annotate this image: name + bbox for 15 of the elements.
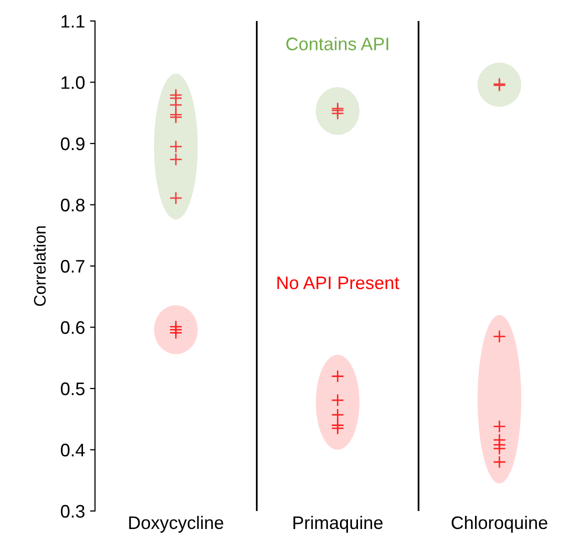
y-tick-label: 0.7 bbox=[60, 260, 84, 273]
y-axis-title: Correlation bbox=[34, 226, 46, 306]
annotation: Contains API bbox=[286, 37, 388, 50]
y-tick-label: 0.3 bbox=[60, 504, 84, 518]
x-tick-label: Primaquine bbox=[293, 516, 383, 533]
y-tick-label: 0.4 bbox=[60, 444, 85, 456]
annotation: No API Present bbox=[277, 276, 400, 290]
x-tick-label: Doxycycline bbox=[129, 516, 224, 533]
y-tick-label: 1.1 bbox=[62, 15, 84, 28]
y-tick-label: 1.0 bbox=[62, 76, 85, 89]
x-tick-label: Chloroquine bbox=[452, 516, 548, 533]
y-tick-label: 0.9 bbox=[60, 137, 84, 150]
y-tick-label: 0.8 bbox=[60, 198, 84, 212]
y-tick-label: 0.6 bbox=[60, 321, 84, 334]
y-tick-label: 0.5 bbox=[60, 382, 85, 396]
